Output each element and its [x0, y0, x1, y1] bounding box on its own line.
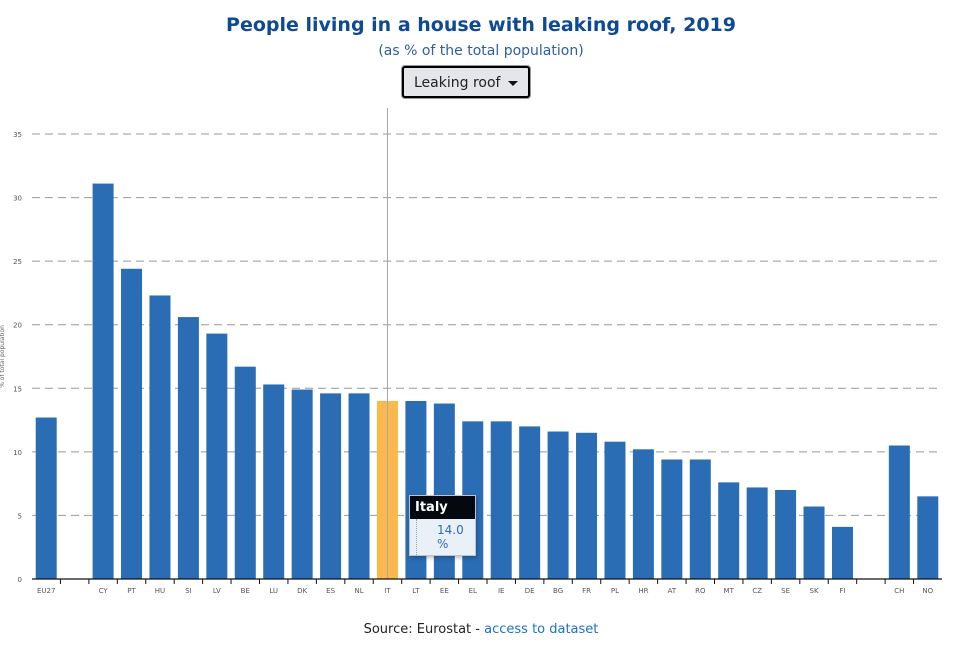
bar-ch: [888, 445, 910, 579]
dropdown-value: Leaking roof: [414, 75, 501, 91]
bar-no: [917, 496, 939, 579]
bar-pl: [604, 441, 626, 579]
tooltip-country: Italy: [410, 496, 475, 519]
x-tick-label: ES: [326, 587, 335, 595]
y-tick-label: 35: [13, 131, 22, 139]
x-tick-label: NL: [354, 587, 363, 595]
y-axis-label: % of total population: [0, 325, 6, 388]
indicator-dropdown[interactable]: Leaking roof: [402, 66, 530, 98]
source-note: Source: Eurostat - access to dataset: [0, 622, 962, 637]
y-tick-label: 15: [13, 385, 22, 393]
x-tick-label: HU: [155, 587, 165, 595]
bar-sk: [803, 506, 825, 579]
bar-mt: [718, 482, 740, 579]
bar-chart: 0 5 10 15 20 25 30 35 % of total population EU27 C…: [0, 108, 942, 595]
bar-fr: [576, 432, 598, 579]
x-tick-label: BG: [553, 587, 563, 595]
bar-at: [661, 459, 683, 579]
x-tick-label: CH: [894, 587, 904, 595]
x-tick-label: LT: [412, 587, 420, 595]
x-tick-label: BE: [241, 587, 250, 595]
x-tick-label: PL: [611, 587, 619, 595]
chart-subtitle: (as % of the total population): [378, 43, 584, 59]
x-tick-label: EU27: [37, 587, 55, 595]
bar-be: [234, 366, 256, 579]
bar-cy: [92, 183, 114, 580]
x-tick-label: EE: [440, 587, 449, 595]
bar-se: [775, 490, 797, 579]
bar-hu: [149, 295, 171, 579]
x-tick-label: LV: [213, 587, 221, 595]
x-tick-label: FI: [839, 587, 845, 595]
bar-hr: [632, 449, 654, 579]
bar-es: [320, 393, 342, 579]
y-tick-label: 20: [13, 322, 22, 330]
bar-ro: [689, 459, 711, 579]
y-tick-label: 30: [13, 195, 22, 203]
caret-down-icon: [508, 81, 518, 86]
dataset-link[interactable]: access to dataset: [484, 622, 599, 637]
bar-cz: [746, 487, 768, 579]
y-tick-label: 10: [13, 449, 22, 457]
bar-ie: [490, 421, 512, 579]
x-tick-label: SK: [810, 587, 819, 595]
x-tick-label: IE: [498, 587, 505, 595]
bar-eu27: [35, 417, 57, 579]
x-tick-label: AT: [668, 587, 677, 595]
bar-nl: [348, 393, 370, 579]
bar-fi: [831, 526, 853, 579]
x-tick-label: HR: [638, 587, 648, 595]
x-tick-label: IT: [384, 587, 391, 595]
bar-si: [177, 317, 199, 579]
bar-lu: [263, 384, 285, 579]
source-text: Source: Eurostat -: [363, 622, 485, 637]
y-tick-label: 25: [13, 258, 22, 266]
x-tick-label: MT: [724, 587, 735, 595]
x-tick-label: SE: [781, 587, 790, 595]
x-tick-label: NO: [922, 587, 933, 595]
bar-bg: [547, 431, 569, 579]
tooltip-value: 14.0 %: [416, 519, 475, 555]
y-tick-label: 5: [18, 512, 22, 520]
x-tick-label: LU: [269, 587, 278, 595]
y-tick-label: 0: [18, 576, 22, 584]
chart-title: People living in a house with leaking ro…: [226, 14, 736, 36]
x-tick-label: DK: [297, 587, 307, 595]
bar-pt: [121, 268, 143, 579]
tooltip: Italy 14.0 %: [409, 495, 476, 556]
x-tick-label: EL: [469, 587, 477, 595]
x-tick-label: DE: [525, 587, 535, 595]
x-tick-label: FR: [582, 587, 591, 595]
x-tick-label: PT: [127, 587, 136, 595]
x-tick-label: SI: [185, 587, 192, 595]
x-tick-label: RO: [695, 587, 706, 595]
bar-de: [519, 426, 541, 579]
x-tick-label: CZ: [752, 587, 762, 595]
x-tick-label: CY: [99, 587, 109, 595]
bar-lv: [206, 333, 228, 579]
bar-dk: [291, 389, 313, 579]
